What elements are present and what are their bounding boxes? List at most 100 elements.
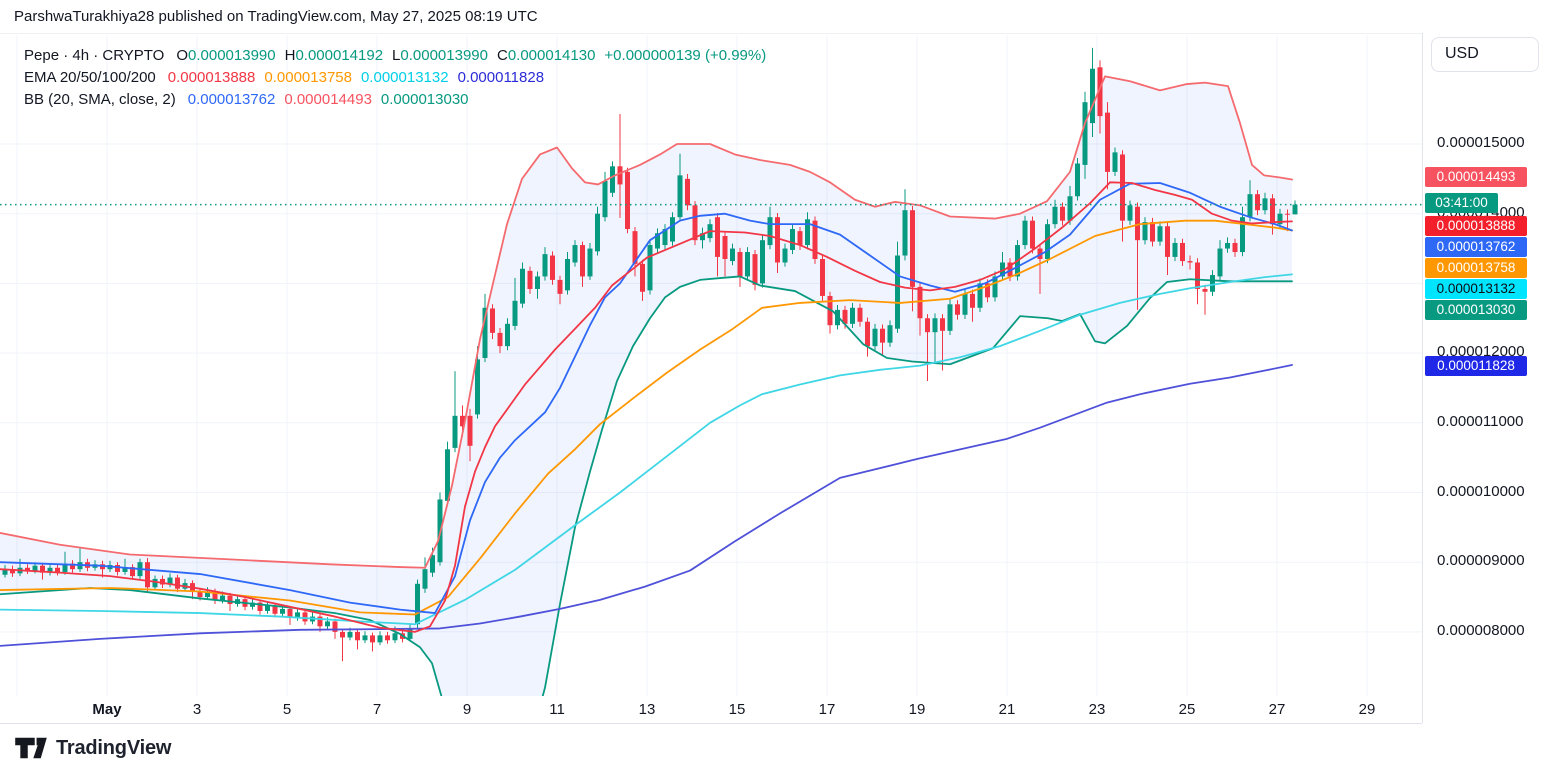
candle (745, 252, 750, 277)
candle (1240, 217, 1245, 253)
time-axis-label: 27 (1268, 701, 1286, 718)
ema-indicator-label: EMA 20/50/100/200 (24, 69, 156, 86)
candle (115, 564, 120, 572)
ema50-line (0, 219, 1293, 616)
candle (647, 245, 653, 291)
ohlc-number: 0.000013990 (400, 47, 488, 64)
candle (347, 631, 353, 638)
time-axis-label: 13 (638, 701, 656, 718)
candle (887, 325, 893, 343)
candle (1165, 226, 1170, 257)
chart-legend: Pepe · 4h · CRYPTO O0.000013990 H0.0000141… (24, 45, 766, 111)
candle (1097, 67, 1103, 117)
price-badge: 0.000013132 (1425, 278, 1527, 299)
candle (197, 591, 203, 598)
candle (595, 213, 600, 252)
candle (610, 166, 615, 193)
candle (910, 210, 915, 287)
candle (895, 255, 900, 329)
bb-value: 0.000014493 (284, 91, 372, 108)
price-badge: 0.000013762 (1425, 236, 1527, 257)
candle (917, 286, 923, 319)
price-axis-label: 0.000009000 (1437, 552, 1525, 570)
candle (1135, 206, 1140, 241)
candle (422, 569, 428, 589)
candle (700, 233, 705, 241)
candle (415, 583, 420, 625)
candle (2, 569, 8, 575)
candle (295, 612, 300, 618)
candle (205, 591, 210, 598)
candle (220, 595, 225, 601)
candle (280, 608, 285, 614)
price-badge: 0.000013888 (1425, 215, 1527, 236)
ohlc-letter: H (284, 47, 296, 64)
candle (385, 635, 390, 641)
candle (655, 233, 660, 249)
ema-value: 0.000013758 (264, 69, 352, 86)
candle (460, 415, 465, 427)
time-axis-label: 5 (282, 701, 292, 718)
candle (70, 563, 75, 570)
candle (730, 248, 735, 262)
candle (25, 567, 30, 571)
candle (10, 569, 15, 574)
candle (1022, 220, 1028, 246)
price-chart[interactable] (0, 1, 1422, 773)
time-axis-label: 9 (462, 701, 472, 718)
candle (62, 563, 68, 572)
candle (407, 628, 413, 639)
currency-label: USD (1445, 45, 1479, 62)
candle (212, 591, 218, 601)
tradingview-link[interactable]: TradingView (14, 735, 171, 761)
candle (175, 577, 180, 589)
ohlc-value: L0.000013990 (392, 47, 488, 64)
candle (1105, 112, 1110, 172)
candle (265, 605, 270, 611)
candle (497, 332, 503, 347)
time-axis-label: 15 (728, 701, 746, 718)
candle (1180, 242, 1185, 262)
candle (355, 631, 360, 641)
time-axis-label: 23 (1088, 701, 1106, 718)
bb-indicator-label: BB (20, SMA, close, 2) (24, 91, 176, 108)
candle (1232, 242, 1238, 253)
candle (557, 279, 563, 294)
candle (1150, 222, 1155, 242)
price-axis[interactable]: 0.0000150000.0000140000.0000120000.00001… (1422, 33, 1554, 723)
ema200-line (0, 364, 1293, 647)
candle (1172, 242, 1178, 257)
price-badge: 0.000011828 (1425, 355, 1527, 376)
candle (1285, 213, 1290, 215)
ohlc-letter: O (176, 47, 189, 64)
chart-area[interactable]: Pepe · 4h · CRYPTO O0.000013990 H0.0000141… (0, 33, 1422, 697)
candle (1195, 262, 1200, 289)
currency-toggle-button[interactable]: USD (1431, 37, 1539, 72)
candle (302, 612, 308, 622)
price-badge: 0.000013030 (1425, 299, 1527, 320)
candle (362, 635, 368, 641)
candle (445, 449, 450, 501)
candle (1060, 206, 1065, 221)
legend-bb-row[interactable]: BB (20, SMA, close, 2) 0.000013762 0.00001… (24, 89, 766, 111)
candle (122, 567, 128, 572)
price-badge: 0.000013758 (1425, 257, 1527, 278)
candle (370, 635, 375, 643)
candle (985, 283, 990, 298)
ohlc-value: C0.000014130 (497, 47, 595, 64)
legend-symbol-row[interactable]: Pepe · 4h · CRYPTO O0.000013990 H0.0000141… (24, 45, 766, 67)
candle (47, 567, 53, 573)
candle (737, 252, 743, 277)
candle (962, 293, 968, 315)
legend-ema-row[interactable]: EMA 20/50/100/200 0.000013888 0.000013758 0… (24, 67, 766, 89)
candle (430, 555, 435, 573)
time-axis[interactable]: May 3 5 7 9 11 13 15 17 19 21 23 25 27 29 (0, 696, 1422, 724)
candle (1187, 261, 1193, 263)
candle (475, 359, 480, 415)
candle (535, 276, 540, 289)
candle (587, 248, 593, 277)
candle (32, 565, 38, 571)
candle (152, 578, 158, 588)
candle (490, 308, 495, 333)
candle (1292, 204, 1298, 215)
